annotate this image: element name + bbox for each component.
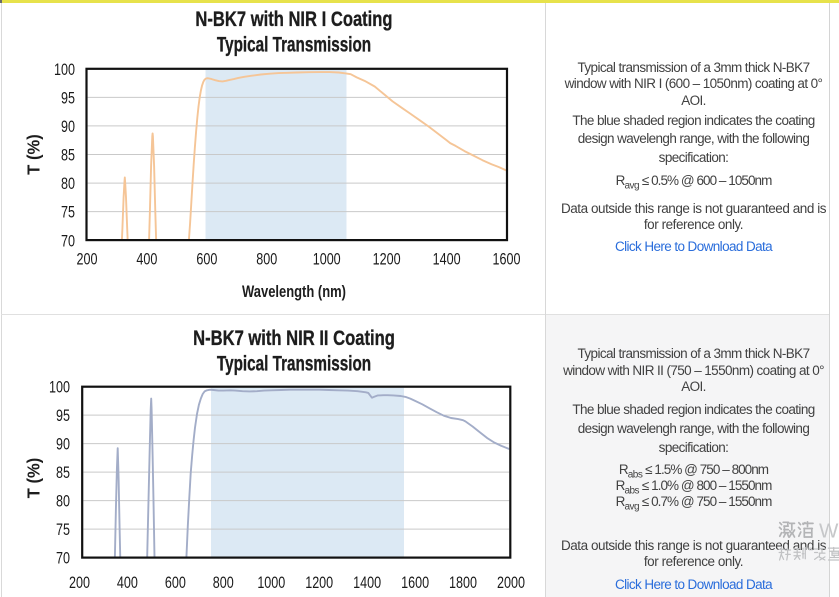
- svg-text:T (%): T (%): [23, 134, 44, 174]
- svg-text:200: 200: [69, 573, 90, 592]
- svg-text:Typical Transmission: Typical Transmission: [217, 351, 371, 375]
- svg-text:95: 95: [61, 89, 75, 108]
- svg-text:1600: 1600: [493, 250, 521, 269]
- svg-text:T (%): T (%): [23, 458, 44, 498]
- svg-text:100: 100: [54, 60, 75, 79]
- svg-text:800: 800: [256, 250, 277, 269]
- svg-text:80: 80: [56, 492, 70, 511]
- svg-text:N-BK7 with NIR I Coating: N-BK7 with NIR I Coating: [195, 8, 392, 32]
- svg-text:1000: 1000: [257, 573, 285, 592]
- svg-text:800: 800: [213, 573, 234, 592]
- svg-text:100: 100: [49, 378, 70, 397]
- svg-text:70: 70: [56, 549, 70, 568]
- svg-text:600: 600: [165, 573, 186, 592]
- svg-text:1800: 1800: [449, 573, 477, 592]
- svg-text:80: 80: [61, 174, 75, 193]
- svg-text:90: 90: [61, 117, 75, 136]
- svg-text:1400: 1400: [433, 250, 461, 269]
- svg-text:200: 200: [77, 250, 98, 269]
- svg-text:70: 70: [61, 232, 75, 251]
- svg-text:400: 400: [117, 573, 138, 592]
- svg-text:600: 600: [196, 250, 217, 269]
- svg-text:Wavelength (nm): Wavelength (nm): [242, 282, 346, 301]
- svg-text:1600: 1600: [401, 573, 429, 592]
- svg-text:400: 400: [136, 250, 157, 269]
- svg-text:1400: 1400: [353, 573, 381, 592]
- svg-text:1200: 1200: [305, 573, 333, 592]
- svg-text:75: 75: [56, 520, 70, 539]
- svg-text:Typical Transmission: Typical Transmission: [217, 32, 371, 56]
- svg-text:1200: 1200: [373, 250, 401, 269]
- svg-text:W: W: [819, 520, 839, 543]
- svg-text:85: 85: [56, 463, 70, 482]
- svg-text:1000: 1000: [313, 250, 341, 269]
- svg-text:75: 75: [61, 203, 75, 222]
- svg-text:90: 90: [56, 435, 70, 454]
- svg-text:N-BK7 with NIR II Coating: N-BK7 with NIR II Coating: [193, 327, 395, 351]
- svg-text:85: 85: [61, 146, 75, 165]
- svg-text:95: 95: [56, 406, 70, 425]
- svg-text:2000: 2000: [497, 573, 525, 592]
